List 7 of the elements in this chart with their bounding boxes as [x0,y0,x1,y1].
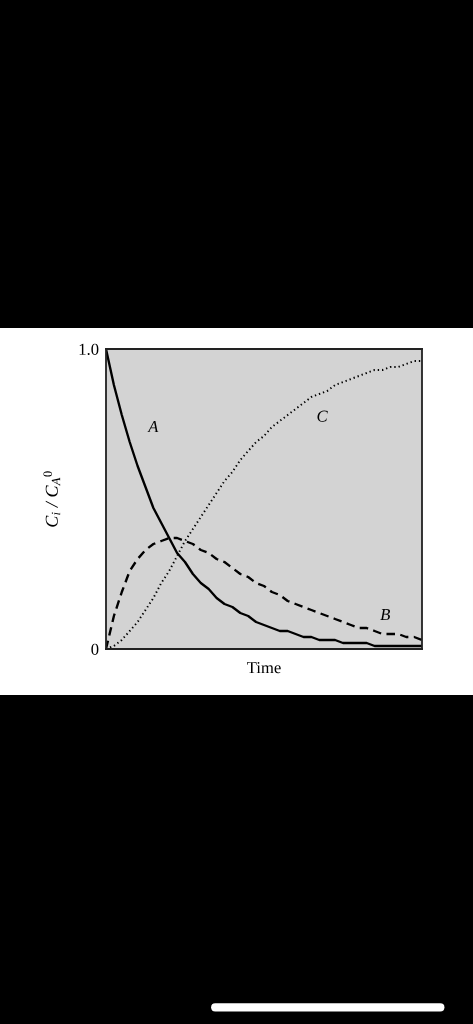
y-tick-label: 0 [91,643,99,655]
x-axis-title: Time [247,662,281,674]
y-axis-title: C$_{i}$ / C$_{A}$$^{0}$ [43,471,61,527]
series-label: B [380,609,390,620]
y-tick-label: 1.0 [79,343,99,356]
series-label: A [147,421,159,433]
series-label: C [317,410,328,422]
